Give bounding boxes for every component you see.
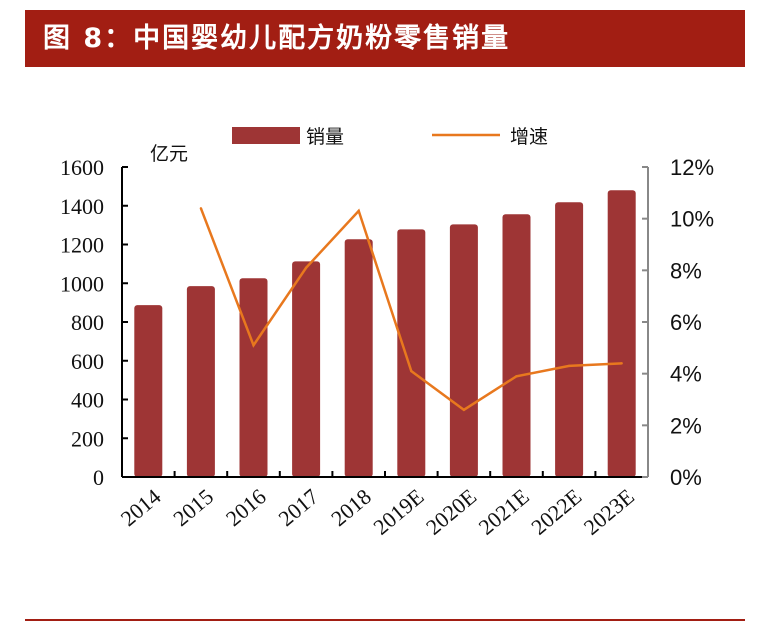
bar-2018 — [344, 239, 373, 477]
figure-title: 图 8：中国婴幼儿配方奶粉零售销量 — [25, 10, 745, 67]
bar-2022E — [555, 202, 584, 477]
left-tick-label: 1200 — [60, 233, 104, 258]
growth-point-2016 — [252, 344, 255, 347]
right-tick-label: 4% — [670, 362, 702, 387]
growth-point-2023E — [620, 362, 623, 365]
left-tick-label: 800 — [71, 310, 104, 335]
left-tick-label: 1000 — [60, 271, 104, 296]
growth-point-2022E — [567, 364, 571, 368]
growth-point-2018 — [357, 209, 360, 213]
right-tick-label: 12% — [670, 155, 714, 180]
growth-point-2017 — [304, 266, 308, 269]
left-tick-label: 1400 — [60, 194, 104, 219]
left-tick-label: 200 — [71, 426, 104, 451]
left-tick-label: 600 — [71, 349, 104, 374]
bar-2014 — [134, 305, 163, 477]
bar-2016 — [239, 278, 268, 477]
bar-2020E — [449, 224, 478, 477]
x-tick-label: 2021E — [474, 484, 534, 540]
legend-bar-swatch — [232, 127, 300, 144]
right-tick-label: 6% — [670, 310, 702, 335]
x-tick-label: 2018 — [326, 484, 376, 531]
bar-2017 — [292, 261, 321, 477]
left-tick-label: 1600 — [60, 155, 104, 180]
growth-point-2015 — [199, 207, 203, 210]
right-tick-label: 2% — [670, 413, 702, 438]
bottom-divider — [25, 619, 745, 621]
left-axis-unit: 亿元 — [150, 143, 188, 165]
legend-bar-label: 销量 — [306, 126, 344, 148]
growth-point-2020E — [462, 408, 466, 412]
x-tick-label: 2020E — [421, 484, 481, 540]
x-tick-label: 2017 — [274, 484, 324, 531]
right-tick-label: 10% — [670, 207, 714, 232]
x-tick-label: 2022E — [526, 484, 586, 540]
bar-2023E — [607, 190, 636, 477]
x-tick-label: 2015 — [168, 484, 218, 531]
bar-2021E — [502, 214, 531, 477]
growth-point-2019E — [410, 369, 413, 373]
x-tick-label: 2016 — [221, 484, 271, 531]
x-tick-label: 2014 — [116, 484, 166, 531]
bar-2019E — [397, 229, 426, 477]
growth-point-2021E — [515, 375, 518, 378]
x-tick-label: 2023E — [579, 484, 639, 540]
x-tick-label: 2019E — [368, 484, 428, 540]
left-tick-label: 400 — [71, 388, 104, 413]
left-tick-label: 0 — [93, 465, 104, 490]
legend-line-label: 增速 — [510, 126, 548, 148]
right-tick-label: 0% — [670, 465, 702, 490]
right-tick-label: 8% — [670, 258, 702, 283]
bar-2015 — [186, 286, 215, 477]
